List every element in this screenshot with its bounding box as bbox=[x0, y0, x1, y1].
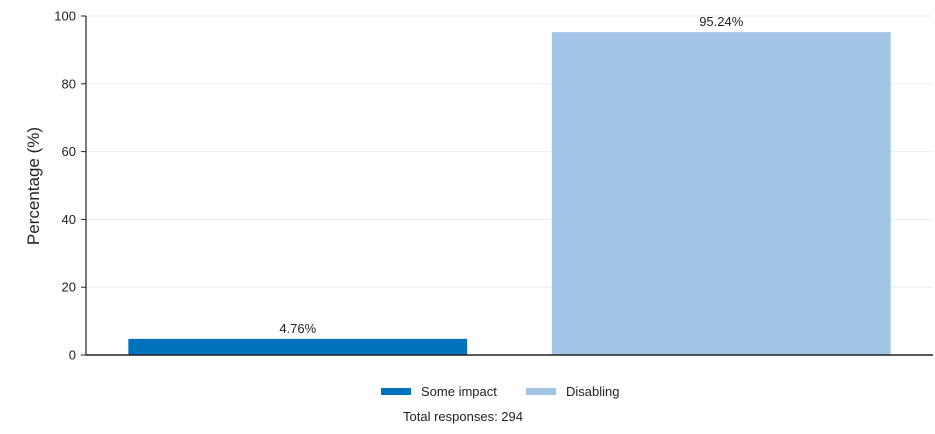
bar-disabling bbox=[551, 32, 891, 355]
legend-label-disabling: Disabling bbox=[566, 384, 619, 399]
legend-swatch-some-impact bbox=[381, 388, 411, 395]
y-tick-label-0: 0 bbox=[69, 348, 76, 363]
axes: 0 20 40 60 80 100 bbox=[54, 9, 933, 363]
legend-swatch-disabling bbox=[526, 388, 556, 395]
bar-some-impact bbox=[128, 338, 468, 355]
y-tick-label-20: 20 bbox=[62, 280, 76, 295]
y-tick-label-60: 60 bbox=[62, 144, 76, 159]
data-label-disabling: 95.24% bbox=[699, 14, 744, 29]
total-responses-note: Total responses: 294 bbox=[403, 409, 523, 424]
y-tick-label-100: 100 bbox=[54, 9, 76, 24]
bars: 4.76% 95.24% bbox=[128, 14, 891, 355]
legend: Some impact Disabling bbox=[381, 384, 619, 399]
y-axis-title: Percentage (%) bbox=[24, 127, 43, 245]
data-label-some-impact: 4.76% bbox=[279, 321, 316, 336]
y-tick-label-80: 80 bbox=[62, 76, 76, 91]
legend-label-some-impact: Some impact bbox=[421, 384, 497, 399]
y-tick-label-40: 40 bbox=[62, 212, 76, 227]
